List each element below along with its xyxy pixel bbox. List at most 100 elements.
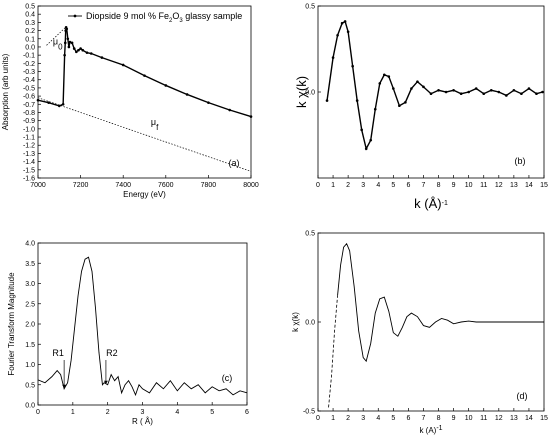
data-point-a-0-13 — [72, 47, 76, 50]
data-point-b-0-35 — [535, 92, 538, 96]
legend-a: Diopside 9 mol % Fe2O3 glassy sample — [68, 11, 242, 24]
y-tick-label-a-6: -0.1 — [23, 53, 35, 60]
x-tick-label-d-3: 3 — [361, 415, 365, 422]
plot-frame-b — [317, 5, 545, 179]
x-tick-label-d-14: 14 — [525, 415, 533, 422]
y-tick-label-a-0: 0.5 — [25, 4, 35, 11]
plot-frame-a — [37, 5, 252, 179]
data-point-a-0-12 — [70, 41, 74, 45]
x-tick-label-d-13: 13 — [510, 415, 518, 422]
data-point-b-0-15 — [392, 87, 395, 90]
data-point-a-0-21 — [121, 63, 125, 67]
x-tick-label-d-7: 7 — [422, 415, 426, 422]
x-tick-label-c-0: 0 — [36, 409, 40, 416]
y-tick-label-d-1: 0.0 — [305, 320, 315, 327]
annotation-r1: R1 — [52, 348, 64, 358]
data-point-a-0-2 — [58, 104, 61, 108]
data-point-b-0-33 — [520, 92, 523, 96]
x-tick-label-b-14: 14 — [525, 182, 533, 189]
x-tick-label-b-5: 5 — [391, 182, 395, 189]
y-tick-label-c-0: 4.0 — [25, 241, 35, 248]
y-tick-label-a-20: -1.5 — [23, 167, 35, 174]
x-axis-label-c: R ( Å) — [132, 417, 153, 426]
data-point-b-0-22 — [437, 88, 440, 92]
data-point-a-0-17 — [81, 48, 85, 52]
data-point-b-0-31 — [505, 94, 508, 97]
y-tick-label-a-5: 0.0 — [25, 44, 35, 51]
x-tick-label-d-10: 10 — [465, 415, 473, 422]
y-tick-label-a-8: -0.3 — [23, 69, 35, 76]
data-point-a-0-3 — [61, 102, 65, 106]
data-point-b-0-11 — [373, 107, 377, 111]
panel-label-c: (c) — [222, 373, 233, 383]
y-tick-label-a-2: 0.3 — [25, 20, 35, 27]
x-tick-label-d-11: 11 — [480, 415, 487, 422]
data-point-b-0-7 — [355, 99, 359, 102]
y-tick-label-a-15: -1.0 — [23, 126, 35, 133]
x-tick-label-a-5: 8000 — [243, 182, 259, 189]
data-point-a-0-10 — [67, 45, 71, 49]
y-tick-label-d-2: -0.5 — [303, 409, 315, 416]
x-tick-label-b-6: 6 — [406, 182, 410, 189]
y-tick-label-a-14: -0.9 — [23, 118, 35, 125]
x-tick-label-b-2: 2 — [346, 182, 350, 189]
y-tick-label-a-16: -1.1 — [23, 135, 35, 142]
x-tick-label-d-5: 5 — [391, 415, 395, 422]
arrow-head-r1 — [62, 384, 67, 388]
y-tick-label-a-11: -0.6 — [23, 94, 35, 101]
data-point-a-0-19 — [89, 52, 93, 55]
y-tick-label-a-9: -0.4 — [23, 77, 35, 84]
series-line-a-0 — [37, 27, 252, 118]
x-tick-label-b-13: 13 — [510, 182, 518, 189]
x-axis-label-a: Energy (eV) — [123, 190, 166, 199]
y-axis-label-b: k χ(k) — [294, 76, 309, 108]
x-tick-label-b-3: 3 — [361, 182, 365, 189]
data-point-b-0-21 — [429, 92, 433, 96]
data-point-b-0-25 — [459, 92, 463, 96]
data-point-b-0-4 — [343, 20, 347, 23]
data-point-a-0-24 — [185, 93, 189, 96]
data-point-b-0-14 — [387, 75, 391, 78]
data-point-a-0-14 — [75, 50, 78, 54]
series-line-c-0 — [37, 256, 248, 397]
data-point-a-0-11 — [68, 40, 72, 44]
data-point-a-0-25 — [207, 101, 210, 104]
annotation-muf: μf — [151, 117, 159, 132]
y-tick-label-c-4: 2.0 — [25, 322, 35, 329]
x-tick-label-b-4: 4 — [376, 182, 380, 189]
x-axis-label-b: k (Å)-1 — [414, 196, 448, 211]
y-axis-label-d: k χ(k) — [291, 312, 300, 332]
data-point-b-0-8 — [360, 128, 363, 132]
data-point-a-0-27 — [249, 115, 253, 118]
data-point-a-0-4 — [63, 53, 66, 57]
y-tick-label-b-1: 0.0 — [305, 90, 315, 97]
annotation-r2: R2 — [106, 348, 118, 358]
x-tick-label-b-11: 11 — [480, 182, 487, 189]
annotation-mu0: μ0 — [53, 36, 63, 51]
panel-d: 0 1 2 3 4 5 6 7 8 9 10 11 12 13 14 150.50.0-0.5 (d) k (… — [291, 231, 548, 436]
x-tick-label-c-2: 2 — [106, 409, 110, 416]
y-tick-label-b-0: 0.5 — [305, 4, 315, 11]
x-tick-label-d-9: 9 — [452, 415, 456, 422]
y-tick-label-a-3: 0.2 — [25, 28, 35, 35]
data-point-a-0-0 — [36, 98, 40, 102]
x-tick-label-b-9: 9 — [452, 182, 456, 189]
x-tick-label-d-15: 15 — [540, 415, 548, 422]
y-tick-label-c-5: 1.5 — [25, 342, 35, 349]
series-line-a-2 — [46, 27, 66, 46]
panel-label-b: (b) — [515, 156, 526, 166]
data-point-b-0-27 — [474, 87, 478, 90]
y-tick-label-c-8: 0.0 — [25, 403, 35, 410]
x-tick-label-a-4: 7800 — [201, 182, 217, 189]
data-point-a-0-20 — [100, 56, 104, 59]
data-point-a-0-18 — [85, 51, 89, 54]
legend-marker-a — [73, 14, 77, 18]
data-point-b-0-34 — [527, 87, 531, 90]
x-tick-label-c-3: 3 — [141, 409, 145, 416]
x-tick-label-a-2: 7400 — [115, 182, 131, 189]
data-point-b-0-32 — [512, 88, 516, 92]
x-axis-label-d: k (A)-1 — [419, 425, 442, 436]
data-point-b-0-30 — [497, 90, 501, 94]
y-tick-label-c-6: 1.0 — [25, 362, 35, 369]
x-tick-label-d-8: 8 — [437, 415, 441, 422]
